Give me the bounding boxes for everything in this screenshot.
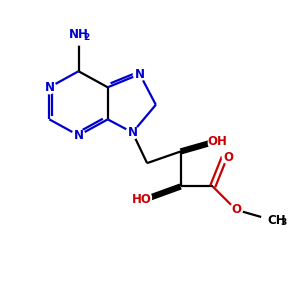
Text: N: N: [74, 129, 83, 142]
Circle shape: [261, 209, 284, 231]
Circle shape: [72, 129, 85, 142]
Text: CH: CH: [268, 214, 286, 226]
Text: OH: OH: [208, 135, 228, 148]
Text: 3: 3: [280, 218, 286, 227]
Text: N: N: [128, 126, 137, 139]
Circle shape: [133, 189, 152, 208]
Circle shape: [222, 151, 235, 164]
Text: O: O: [231, 203, 241, 216]
Text: N: N: [135, 68, 145, 81]
Text: NH: NH: [69, 28, 88, 41]
Circle shape: [126, 126, 139, 139]
Circle shape: [208, 134, 227, 152]
Circle shape: [134, 68, 146, 81]
Text: 2: 2: [84, 34, 90, 43]
Text: N: N: [44, 81, 54, 94]
Circle shape: [230, 203, 242, 216]
Text: O: O: [224, 151, 234, 164]
Circle shape: [43, 81, 56, 94]
Circle shape: [68, 25, 89, 45]
Text: HO: HO: [132, 193, 152, 206]
